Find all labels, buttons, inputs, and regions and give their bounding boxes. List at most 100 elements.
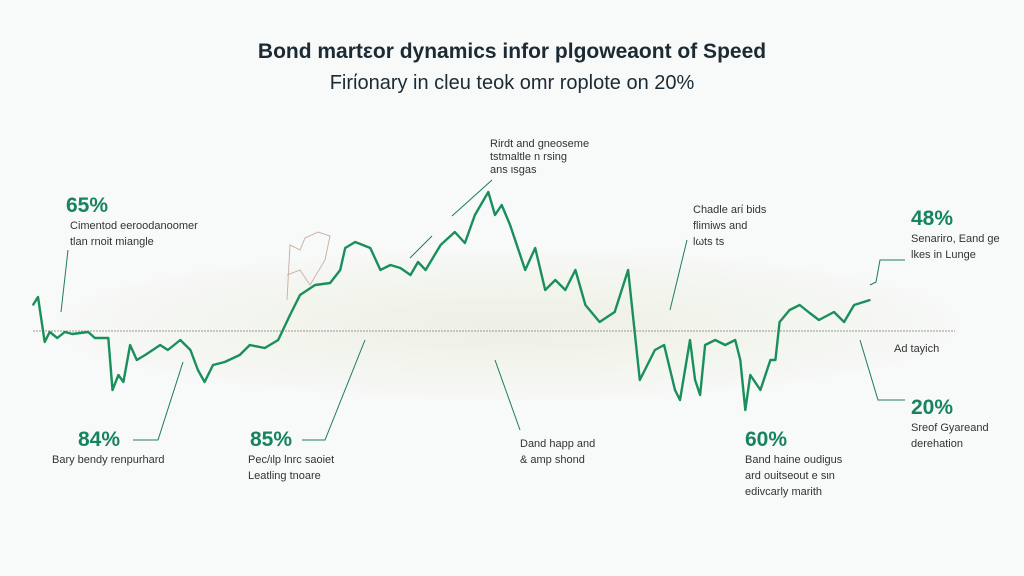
data-point: [679, 399, 681, 401]
data-point: [788, 309, 791, 311]
data-point: [129, 344, 131, 346]
data-point: [439, 244, 442, 246]
data-point: [843, 321, 845, 323]
data-point: [71, 333, 74, 335]
data-point: [329, 282, 331, 284]
data-point: [454, 231, 456, 233]
data-point: [818, 319, 820, 321]
data-point: [389, 264, 392, 266]
data-point: [724, 344, 726, 346]
data-point: [135, 359, 138, 361]
data-point: [474, 214, 476, 216]
annotation-65-text: Cimentod eeroodanoomer tlan rnoit miangle: [70, 220, 198, 248]
leader-line-48: [869, 259, 905, 286]
data-point: [107, 337, 110, 339]
data-point: [354, 241, 357, 243]
chart-title: Bond martεor dynamics infor plgoweaont o…: [257, 40, 767, 63]
data-point: [544, 289, 547, 291]
data-point: [524, 269, 526, 271]
data-point: [564, 289, 567, 291]
data-point: [159, 344, 162, 346]
data-point: [574, 269, 577, 271]
data-point: [674, 389, 676, 391]
data-point: [117, 374, 120, 376]
data-point: [122, 381, 125, 383]
annotation-chd-text: Chadle arί bids flimiws and lωts ts: [693, 204, 767, 248]
data-point: [584, 304, 587, 306]
data-point: [639, 379, 641, 381]
data-point: [111, 389, 114, 391]
data-point: [853, 304, 855, 306]
data-point: [43, 341, 46, 343]
leader-line-peak: [451, 179, 493, 217]
data-point: [627, 269, 629, 271]
data-point: [299, 294, 301, 296]
data-point: [734, 339, 737, 341]
data-point: [203, 381, 206, 383]
data-point: [48, 331, 51, 333]
annotation-20-text: Sreοf Gyareand derehation: [911, 422, 989, 450]
data-point: [500, 204, 503, 206]
annotation-drop-text: Dand happ and & amp shond: [520, 438, 596, 466]
data-point: [32, 304, 34, 306]
annotation-84-text: Bary bendy renpurhard: [52, 454, 165, 466]
data-point: [534, 247, 536, 249]
annotation-60-value: 60%: [745, 428, 788, 451]
data-point: [339, 269, 341, 271]
annotation-48-value: 48%: [911, 207, 954, 230]
data-point: [487, 191, 490, 193]
data-point: [424, 269, 427, 271]
leader-line-20: [859, 339, 905, 401]
annotation-85-text: Pec/ιlp lnrc saoiet Leatling tnoare: [248, 454, 335, 482]
data-point: [759, 389, 762, 391]
data-point: [613, 311, 616, 313]
data-point: [714, 339, 716, 341]
data-point: [179, 339, 182, 341]
leader-line-drop: [494, 359, 521, 431]
data-point: [37, 296, 39, 298]
background-glow: [60, 250, 960, 400]
data-point: [749, 374, 752, 376]
data-point: [344, 247, 347, 249]
data-point: [264, 347, 266, 349]
sketch-line: [286, 231, 331, 301]
data-point: [87, 331, 90, 333]
data-point: [197, 369, 199, 371]
annotation-65-value: 65%: [66, 194, 109, 217]
data-point: [694, 379, 696, 381]
data-point: [369, 247, 372, 249]
annotation-48-text: Senariro, Eand ge lkes in Lunge: [911, 233, 1000, 261]
data-point: [56, 337, 59, 339]
data-point: [223, 361, 226, 363]
data-point: [833, 311, 835, 313]
data-point: [509, 224, 511, 226]
data-point: [238, 354, 241, 356]
data-point: [144, 354, 146, 356]
leader-line-65: [60, 249, 69, 313]
leader-line-85: [302, 339, 366, 441]
data-point: [744, 409, 747, 411]
annotation-60-text: Band haine oudigus ard ouitseout e sιn edi…: [745, 454, 843, 498]
data-point: [778, 321, 781, 323]
data-point: [417, 261, 419, 263]
annotation-20-value: 20%: [911, 396, 954, 419]
data-point: [704, 344, 706, 346]
annotation-84-value: 84%: [78, 428, 121, 451]
data-point: [94, 337, 96, 339]
data-point: [464, 242, 466, 244]
data-point: [598, 321, 601, 323]
data-point: [654, 349, 656, 351]
data-point: [699, 394, 701, 396]
data-point: [248, 344, 251, 346]
annotation-peak-text: Rirdt and gneoseme tstmaltle n rsing ans ι…: [490, 138, 590, 176]
data-point: [689, 339, 691, 341]
data-point: [399, 267, 402, 269]
data-point: [289, 314, 291, 316]
data-point: [212, 364, 214, 366]
annotation-85-value: 85%: [250, 428, 293, 451]
data-point: [808, 312, 811, 314]
data-point: [189, 349, 192, 351]
data-point: [379, 269, 382, 271]
data-point: [314, 284, 316, 286]
data-point: [409, 274, 412, 276]
